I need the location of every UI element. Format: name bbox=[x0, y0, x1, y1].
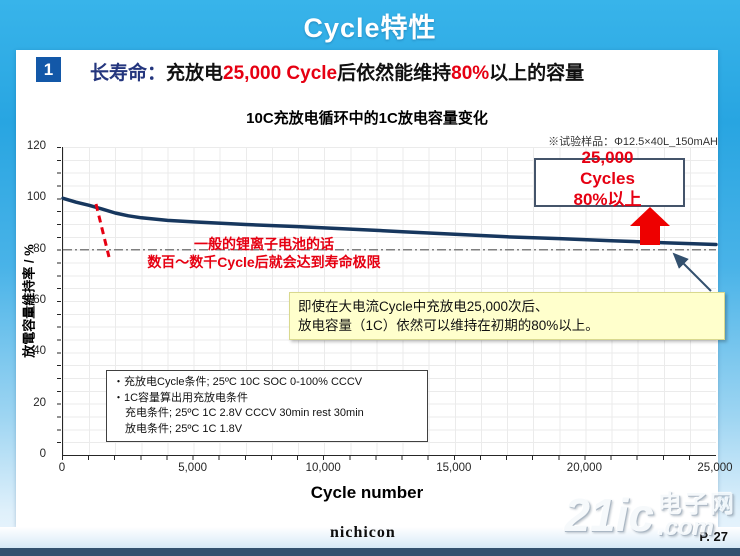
y-axis-tick-label: 0 bbox=[39, 448, 46, 460]
x-axis-minor-ticks bbox=[62, 456, 715, 460]
headline-text-1: 充放电 bbox=[166, 63, 224, 84]
liion-limit-line1: 一般的锂离子电池的话 bbox=[194, 236, 334, 252]
capacity-retention-curve bbox=[61, 196, 718, 247]
page-title: Cycle特性 bbox=[303, 12, 437, 43]
y-axis-tick-labels: 0 20 40 60 80 100 120 bbox=[16, 140, 54, 460]
headline-keyword: 长寿命： bbox=[90, 63, 167, 84]
x-axis-tick-label: 0 bbox=[58, 462, 66, 474]
headline-highlight-percent: 80% bbox=[451, 63, 490, 84]
liion-drop-dashed-line bbox=[94, 203, 111, 258]
headline-text-2: 后依然能维持 bbox=[337, 63, 452, 84]
cycles-callout-line3: 80%以上 bbox=[573, 190, 642, 209]
point-number-badge: 1 bbox=[36, 57, 61, 82]
chart-canvas bbox=[61, 196, 718, 292]
condition-line2: ・1C容量算出用充放电条件 bbox=[113, 391, 249, 404]
test-conditions-box: ・充放电Cycle条件; 25ºC 10C SOC 0-100% CCCV ・1… bbox=[106, 370, 428, 442]
x-axis-tick-labels: 0 5,000 10,000 15,000 20,000 25,000 bbox=[58, 462, 733, 476]
cycles-callout-text: 25,000 Cycles 80%以上 bbox=[534, 147, 681, 210]
x-axis-tick-label: 10,000 bbox=[305, 462, 341, 474]
liion-limit-annotation: 一般的锂离子电池的话 数百～数千Cycle后就会达到寿命极限 bbox=[114, 235, 414, 271]
bottom-bar bbox=[0, 548, 740, 556]
chart-title: 10C充放电循环中的1C放电容量变化 bbox=[246, 110, 488, 127]
condition-line4: 放电条件; 25ºC 1C 1.8V bbox=[125, 422, 243, 435]
liion-limit-line2: 数百～数千Cycle后就会达到寿命极限 bbox=[147, 254, 381, 270]
x-axis-tick-label: 5,000 bbox=[178, 462, 207, 474]
headline-highlight-cycles: 25,000 Cycle bbox=[223, 63, 338, 84]
chart-plot-area: 一般的锂离子电池的话 数百～数千Cycle后就会达到寿命极限 25,000 Cy… bbox=[61, 147, 725, 456]
headline-text-3: 以上的容量 bbox=[489, 63, 585, 84]
y-axis-minor-ticks bbox=[57, 147, 61, 455]
content-card: 1 长寿命：充放电25,000 Cycle后依然能维持80%以上的容量 10C充… bbox=[16, 50, 733, 527]
result-note-line2: 放电容量（1C）依然可以维持在初期的80%以上。 bbox=[298, 318, 599, 333]
footer-band bbox=[0, 527, 740, 548]
red-up-arrow-icon bbox=[630, 207, 670, 245]
test-sample-note: ※试验样品：Φ12.5×40L_150mAH bbox=[548, 136, 718, 148]
cycles-callout-line2: Cycles bbox=[580, 169, 635, 188]
condition-line1: ・充放电Cycle条件; 25ºC 10C SOC 0-100% CCCV bbox=[113, 376, 363, 388]
y-axis-tick-label: 100 bbox=[26, 191, 46, 204]
y-axis-tick-label: 120 bbox=[26, 140, 46, 152]
x-axis-label: Cycle number bbox=[310, 483, 424, 502]
cycles-callout-line1: 25,000 bbox=[581, 148, 634, 167]
condition-line3: 充电条件; 25ºC 1C 2.8V CCCV 30min rest 30min bbox=[125, 407, 364, 419]
y-axis-tick-label: 40 bbox=[33, 345, 46, 358]
note-pointer-arrow bbox=[672, 252, 712, 292]
result-note-line1: 即使在大电流Cycle中充放电25,000次后、 bbox=[298, 299, 549, 314]
nichicon-logo: nichicon bbox=[330, 524, 396, 541]
y-axis-tick-label: 80 bbox=[33, 242, 46, 255]
y-axis-tick-label: 20 bbox=[33, 396, 46, 409]
result-note-box: 即使在大电流Cycle中充放电25,000次后、 放电容量（1C）依然可以维持在… bbox=[289, 292, 725, 340]
x-axis-tick-label: 15,000 bbox=[436, 462, 472, 474]
x-axis-tick-label: 20,000 bbox=[566, 462, 602, 474]
cycles-callout-box bbox=[534, 158, 685, 207]
x-axis-tick-label: 25,000 bbox=[697, 462, 733, 474]
y-axis-tick-label: 60 bbox=[33, 294, 46, 306]
page-number: P. 27 bbox=[699, 529, 728, 544]
headline: 长寿命：充放电25,000 Cycle后依然能维持80%以上的容量 bbox=[90, 58, 584, 85]
title-bar: Cycle特性 bbox=[0, 0, 740, 50]
